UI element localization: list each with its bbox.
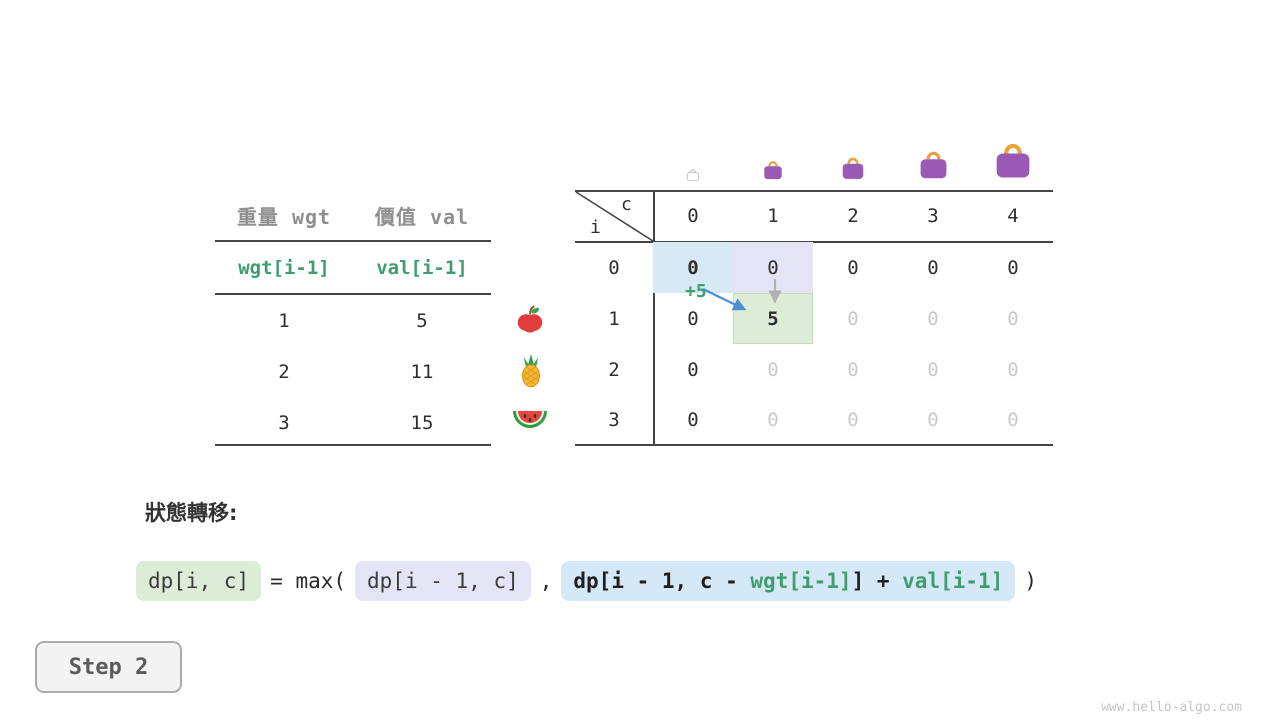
item-value: 15: [410, 411, 434, 434]
formula-option2-bracket: ]: [851, 569, 865, 593]
formula-option1-box: dp[i - 1, c]: [355, 561, 531, 601]
dp-cell-r3-c3: 0: [927, 408, 939, 431]
dp-cell-r1-c0: 0: [687, 307, 699, 330]
dp-cell-r2-c3: 0: [927, 358, 939, 381]
item-weight: 3: [278, 411, 290, 434]
pineapple-icon: [518, 354, 544, 388]
dp-cell-r3-c2: 0: [847, 408, 859, 431]
corner-row-var: i: [590, 217, 601, 238]
items-row-1: 1 5: [215, 295, 491, 346]
dp-table-header-border: [575, 241, 1053, 243]
watermark: www.hello-algo.com: [1101, 700, 1242, 715]
items-header-row: 重量 wgt 價值 val: [215, 190, 491, 240]
divider: [215, 240, 491, 242]
transition-formula: dp[i, c] = max( dp[i - 1, c] , dp[i - 1,…: [136, 559, 1037, 603]
apple-icon: [516, 304, 544, 334]
dp-cell-r1-c1: 5: [733, 293, 813, 344]
dp-cell-r3-c1: 0: [767, 408, 779, 431]
dp-row-3: 3 0 0 0 0 0: [575, 395, 1053, 444]
items-header-weight: 重量 wgt: [236, 204, 332, 229]
watermelon-icon: [512, 409, 548, 431]
dp-col-header-0: 0: [687, 205, 699, 227]
dp-cell-r0-c3: 0: [927, 256, 939, 279]
dp-header-row: c i 0 1 2 3 4: [575, 191, 1053, 241]
bag-capacity-2-icon: [840, 154, 866, 181]
bag-capacity-4-icon: [992, 138, 1034, 181]
step-badge: Step 2: [35, 641, 182, 693]
formula-equals-max: = max(: [270, 569, 347, 593]
item-value: 11: [410, 360, 434, 383]
dp-cell-r2-c4: 0: [1007, 358, 1019, 381]
item-weight: 1: [278, 309, 290, 332]
corner-col-var: c: [621, 194, 632, 215]
dp-row-2: 2 0 0 0 0 0: [575, 344, 1053, 395]
formula-lhs-box: dp[i, c]: [136, 561, 262, 601]
divider: [215, 293, 491, 295]
dp-cell-r2-c2: 0: [847, 358, 859, 381]
dp-cell-r2-c1: 0: [767, 358, 779, 381]
transition-label: 狀態轉移:: [145, 501, 238, 525]
dp-row-header-2: 2: [608, 358, 620, 381]
items-row-3: 3 15: [215, 397, 491, 448]
bag-capacity-0-icon: [686, 167, 700, 182]
formula-comma: ,: [539, 569, 553, 593]
formula-option2-val: val[i-1]: [902, 569, 1004, 593]
dp-corner-cell: c i: [575, 191, 653, 241]
item-value: 5: [416, 309, 428, 332]
dp-col-header-1: 1: [767, 205, 779, 227]
item-weight: 2: [278, 360, 290, 383]
items-var-row: wgt[i-1] val[i-1]: [215, 242, 491, 293]
formula-option2-wgt: wgt[i-1]: [750, 569, 852, 593]
items-var-weight: wgt[i-1]: [238, 256, 330, 279]
dp-row-header-1: 1: [608, 307, 620, 330]
items-var-value: val[i-1]: [376, 256, 468, 279]
dp-cell-r1-c4: 0: [1007, 307, 1019, 330]
dp-table-top-border: [575, 190, 1053, 192]
formula-option2-prefix: dp[i - 1, c -: [573, 569, 751, 593]
dp-table-vertical-border: [653, 190, 655, 446]
dp-row-header-0: 0: [608, 256, 620, 279]
dp-cell-r0-c4: 0: [1007, 256, 1019, 279]
dp-cell-r1-c2: 0: [847, 307, 859, 330]
dp-cell-r3-c4: 0: [1007, 408, 1019, 431]
plus-value-annotation: +5: [685, 281, 707, 302]
items-header-value: 價值 val: [374, 204, 470, 229]
dp-cell-r2-c0: 0: [687, 358, 699, 381]
dp-table-bottom-border: [575, 444, 1053, 446]
dp-cell-r0-c2: 0: [847, 256, 859, 279]
dp-cell-r1-c3: 0: [927, 307, 939, 330]
bag-capacity-3-icon: [917, 147, 950, 181]
dp-col-header-4: 4: [1007, 205, 1019, 227]
formula-option2-plus: +: [864, 569, 903, 593]
dp-col-header-2: 2: [847, 205, 859, 227]
formula-close-paren: ): [1024, 569, 1037, 593]
dp-cell-r0-c1: 0: [733, 242, 813, 293]
dp-cell-r3-c0: 0: [687, 408, 699, 431]
divider: [215, 444, 491, 446]
dp-col-header-3: 3: [927, 205, 939, 227]
dp-row-header-3: 3: [608, 408, 620, 431]
items-row-2: 2 11: [215, 346, 491, 397]
dp-cell-r0-c0: 0: [653, 242, 733, 293]
formula-option2-box: dp[i - 1, c - wgt[i-1]] + val[i-1]: [561, 561, 1016, 601]
dp-row-0: 0 0 0 0 0 0: [575, 242, 1053, 293]
dp-row-1: 1 0 5 0 0 0: [575, 293, 1053, 344]
bag-capacity-1-icon: [762, 158, 784, 181]
